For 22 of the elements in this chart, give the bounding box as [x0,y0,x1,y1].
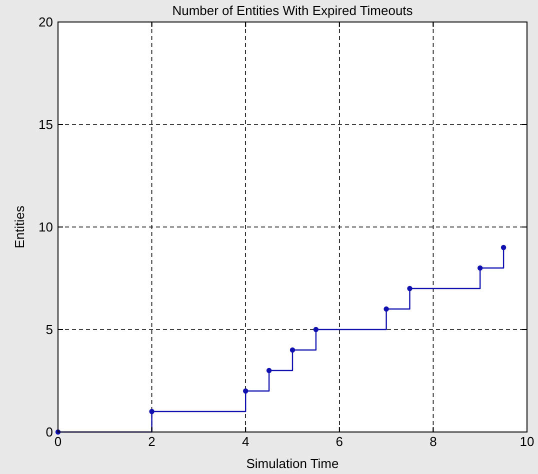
y-tick-label: 15 [38,117,53,132]
x-tick-label: 6 [336,434,344,449]
y-tick-label: 20 [38,14,53,30]
point [407,286,412,292]
x-tick-label: 10 [520,434,534,449]
y-axis-title: Entities [12,205,27,248]
point [313,326,319,332]
point [266,368,272,374]
chart-title: Number of Entities With Expired Timeouts [172,3,414,18]
y-tick-label: 0 [46,424,53,440]
x-tick-label: 4 [242,434,250,449]
point [384,306,389,312]
point [478,265,483,271]
point [290,347,296,353]
point [500,244,506,250]
y-tick-label: 10 [38,220,53,234]
x-tick-label: 8 [430,434,437,449]
x-tick-label: 2 [148,434,156,449]
x-axis-title: Simulation Time [246,456,339,471]
point [149,408,154,414]
point [243,388,248,394]
y-tick-label: 5 [46,322,53,337]
